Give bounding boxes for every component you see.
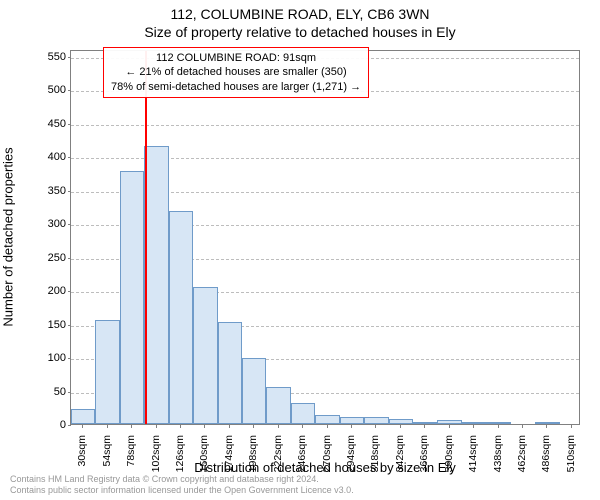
xtick-mark <box>302 425 303 428</box>
histogram-bar <box>144 146 168 424</box>
ytick-label: 550 <box>6 52 66 63</box>
histogram-bar <box>535 422 559 424</box>
histogram-bar <box>389 419 413 424</box>
ytick-mark <box>68 258 71 259</box>
ytick-mark <box>68 191 71 192</box>
xtick-mark <box>375 425 376 428</box>
xtick-mark <box>107 425 108 428</box>
ytick-mark <box>68 325 71 326</box>
xtick-mark <box>449 425 450 428</box>
ytick-mark <box>68 90 71 91</box>
xtick-label: 486sqm <box>540 435 552 475</box>
xtick-label: 342sqm <box>394 435 406 475</box>
xtick-label: 126sqm <box>174 435 186 475</box>
xtick-label: 318sqm <box>369 435 381 475</box>
ytick-label: 400 <box>6 152 66 163</box>
ytick-mark <box>68 291 71 292</box>
ytick-label: 150 <box>6 320 66 331</box>
xtick-mark <box>204 425 205 428</box>
xtick-mark <box>131 425 132 428</box>
chart-title-line1: 112, COLUMBINE ROAD, ELY, CB6 3WN <box>0 6 600 22</box>
xtick-mark <box>546 425 547 428</box>
xtick-mark <box>522 425 523 428</box>
xtick-label: 78sqm <box>125 435 137 475</box>
xtick-mark <box>180 425 181 428</box>
histogram-bar <box>340 417 364 424</box>
histogram-bar <box>242 358 266 424</box>
xtick-label: 366sqm <box>418 435 430 475</box>
xtick-mark <box>327 425 328 428</box>
histogram-bar <box>291 403 315 424</box>
xtick-mark <box>253 425 254 428</box>
ytick-label: 0 <box>6 420 66 431</box>
chart-title-line2: Size of property relative to detached ho… <box>0 24 600 40</box>
xtick-label: 270sqm <box>321 435 333 475</box>
xtick-label: 102sqm <box>150 435 162 475</box>
xtick-mark <box>498 425 499 428</box>
xtick-label: 462sqm <box>516 435 528 475</box>
ytick-mark <box>68 425 71 426</box>
xtick-label: 510sqm <box>565 435 577 475</box>
xtick-label: 198sqm <box>247 435 259 475</box>
ytick-label: 450 <box>6 119 66 130</box>
xtick-label: 150sqm <box>198 435 210 475</box>
xtick-mark <box>351 425 352 428</box>
xtick-label: 174sqm <box>223 435 235 475</box>
histogram-bar <box>315 415 339 424</box>
annotation-box: 112 COLUMBINE ROAD: 91sqm ← 21% of detac… <box>103 47 369 98</box>
xtick-label: 30sqm <box>76 435 88 475</box>
xtick-mark <box>156 425 157 428</box>
ytick-label: 100 <box>6 353 66 364</box>
xtick-mark <box>400 425 401 428</box>
footer-line1: Contains HM Land Registry data © Crown c… <box>10 474 354 485</box>
ytick-label: 500 <box>6 85 66 96</box>
annotation-line1: 112 COLUMBINE ROAD: 91sqm <box>111 51 361 65</box>
histogram-bar <box>71 409 95 424</box>
footer-attribution: Contains HM Land Registry data © Crown c… <box>10 474 354 496</box>
ytick-mark <box>68 224 71 225</box>
annotation-line3: 78% of semi-detached houses are larger (… <box>111 80 361 94</box>
annotation-line2: ← 21% of detached houses are smaller (35… <box>111 65 361 79</box>
xtick-mark <box>229 425 230 428</box>
ytick-label: 350 <box>6 186 66 197</box>
ytick-label: 250 <box>6 253 66 264</box>
histogram-bar <box>193 287 217 424</box>
ytick-label: 200 <box>6 286 66 297</box>
histogram-bar <box>95 320 119 424</box>
xtick-label: 246sqm <box>296 435 308 475</box>
ytick-mark <box>68 392 71 393</box>
xtick-label: 222sqm <box>272 435 284 475</box>
chart-plot-area: 112 COLUMBINE ROAD: 91sqm ← 21% of detac… <box>70 50 580 425</box>
xtick-label: 390sqm <box>443 435 455 475</box>
footer-line2: Contains public sector information licen… <box>10 485 354 496</box>
ytick-mark <box>68 358 71 359</box>
histogram-bar <box>218 322 242 424</box>
xtick-mark <box>278 425 279 428</box>
histogram-bar <box>462 422 486 424</box>
histogram-bar <box>266 387 290 424</box>
histogram-bar <box>486 422 510 424</box>
histogram-bar <box>437 420 461 424</box>
xtick-mark <box>82 425 83 428</box>
histogram-bar <box>169 211 193 424</box>
ytick-mark <box>68 157 71 158</box>
xtick-label: 438sqm <box>492 435 504 475</box>
ytick-label: 300 <box>6 219 66 230</box>
histogram-bar <box>120 171 144 424</box>
xtick-label: 54sqm <box>101 435 113 475</box>
ytick-mark <box>68 124 71 125</box>
marker-line <box>145 51 147 424</box>
ytick-mark <box>68 57 71 58</box>
xtick-mark <box>424 425 425 428</box>
y-axis-label: Number of detached properties <box>1 147 16 326</box>
histogram-bar <box>364 417 388 424</box>
xtick-label: 414sqm <box>467 435 479 475</box>
xtick-label: 294sqm <box>345 435 357 475</box>
histogram-bar <box>413 422 437 424</box>
xtick-mark <box>473 425 474 428</box>
xtick-mark <box>571 425 572 428</box>
ytick-label: 50 <box>6 387 66 398</box>
